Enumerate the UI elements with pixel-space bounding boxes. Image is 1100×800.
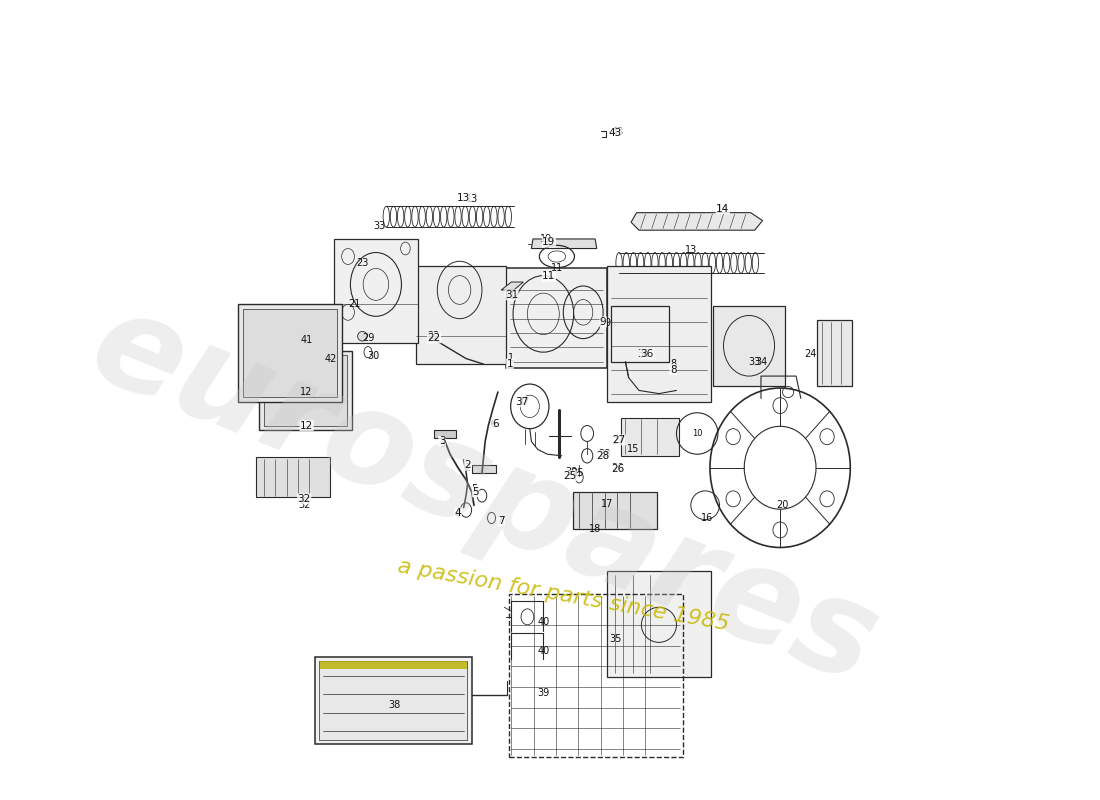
Polygon shape bbox=[531, 239, 597, 249]
Text: 5: 5 bbox=[472, 486, 478, 497]
Text: 13: 13 bbox=[456, 193, 470, 202]
Text: 25: 25 bbox=[563, 470, 576, 481]
Text: 7: 7 bbox=[496, 516, 503, 526]
Text: 1: 1 bbox=[506, 359, 514, 369]
Polygon shape bbox=[620, 418, 679, 456]
Polygon shape bbox=[319, 662, 466, 740]
Text: 8: 8 bbox=[670, 359, 676, 369]
Ellipse shape bbox=[358, 331, 367, 341]
Text: 6: 6 bbox=[492, 419, 498, 429]
Text: 36: 36 bbox=[640, 349, 653, 358]
Text: 21: 21 bbox=[349, 299, 361, 310]
Text: 28: 28 bbox=[596, 451, 609, 461]
Text: 42: 42 bbox=[324, 354, 337, 363]
Text: 11: 11 bbox=[542, 271, 556, 282]
Text: 32: 32 bbox=[298, 494, 311, 504]
Text: 14: 14 bbox=[716, 204, 729, 214]
Text: 19: 19 bbox=[540, 234, 552, 244]
Text: 24: 24 bbox=[804, 349, 816, 358]
Text: 12: 12 bbox=[300, 421, 313, 430]
Polygon shape bbox=[315, 657, 472, 744]
Text: 6: 6 bbox=[491, 419, 497, 429]
Text: 43: 43 bbox=[608, 128, 622, 138]
Text: 8: 8 bbox=[670, 365, 676, 374]
Text: 2: 2 bbox=[464, 462, 471, 473]
Text: 22: 22 bbox=[428, 333, 441, 343]
Text: 19: 19 bbox=[542, 237, 556, 247]
Polygon shape bbox=[607, 266, 711, 402]
Polygon shape bbox=[333, 239, 418, 342]
Polygon shape bbox=[238, 304, 342, 402]
Bar bbox=[509, 594, 683, 757]
Text: 17: 17 bbox=[601, 498, 614, 509]
Polygon shape bbox=[256, 458, 330, 498]
Polygon shape bbox=[612, 306, 669, 362]
Text: 29: 29 bbox=[362, 333, 374, 343]
Polygon shape bbox=[416, 266, 506, 364]
Text: 37: 37 bbox=[517, 397, 529, 406]
Text: a passion for parts since 1985: a passion for parts since 1985 bbox=[396, 556, 730, 634]
Text: 23: 23 bbox=[356, 258, 369, 268]
Text: 1: 1 bbox=[508, 353, 515, 362]
Text: 14: 14 bbox=[716, 204, 729, 214]
Text: 33: 33 bbox=[374, 222, 386, 231]
Text: 38: 38 bbox=[388, 699, 400, 710]
Text: 26: 26 bbox=[610, 464, 624, 474]
Text: 15: 15 bbox=[627, 445, 639, 454]
Text: 27: 27 bbox=[613, 435, 626, 445]
Text: 36: 36 bbox=[637, 349, 649, 358]
Text: 3: 3 bbox=[439, 437, 446, 446]
Text: 32: 32 bbox=[298, 500, 310, 510]
Text: 33: 33 bbox=[748, 357, 761, 366]
Text: 5: 5 bbox=[471, 484, 477, 494]
Text: 26: 26 bbox=[612, 462, 624, 473]
Text: 28: 28 bbox=[598, 450, 611, 459]
Text: 9: 9 bbox=[604, 318, 611, 328]
Text: 41: 41 bbox=[300, 335, 312, 346]
Polygon shape bbox=[502, 282, 524, 290]
Text: eurospares: eurospares bbox=[73, 281, 894, 711]
Text: 43: 43 bbox=[612, 127, 624, 137]
Text: 40: 40 bbox=[537, 646, 550, 656]
Polygon shape bbox=[264, 355, 348, 426]
Text: 3: 3 bbox=[439, 439, 446, 449]
Text: 11: 11 bbox=[551, 263, 563, 274]
Text: 12: 12 bbox=[300, 387, 312, 397]
Polygon shape bbox=[573, 492, 658, 529]
Text: 31: 31 bbox=[505, 290, 518, 300]
Text: 7: 7 bbox=[498, 516, 505, 526]
Text: 37: 37 bbox=[515, 397, 528, 406]
Text: 9: 9 bbox=[600, 317, 606, 327]
Text: 31: 31 bbox=[504, 291, 516, 302]
Bar bbox=[320, 662, 466, 669]
Text: 2: 2 bbox=[464, 460, 471, 470]
Polygon shape bbox=[472, 466, 495, 474]
Text: 40: 40 bbox=[537, 617, 550, 626]
Text: 39: 39 bbox=[537, 688, 550, 698]
Text: 13: 13 bbox=[684, 245, 697, 255]
Polygon shape bbox=[434, 430, 455, 438]
Text: 4: 4 bbox=[455, 510, 461, 520]
Text: 13: 13 bbox=[465, 194, 477, 204]
Text: 4: 4 bbox=[454, 508, 461, 518]
Text: 39: 39 bbox=[565, 466, 578, 477]
Text: 25: 25 bbox=[571, 468, 584, 478]
Text: 30: 30 bbox=[367, 351, 380, 361]
Text: 35: 35 bbox=[609, 634, 622, 644]
Text: 10: 10 bbox=[692, 429, 703, 438]
Polygon shape bbox=[506, 269, 607, 368]
Text: 22: 22 bbox=[427, 331, 440, 342]
Text: 18: 18 bbox=[588, 524, 602, 534]
Text: 20: 20 bbox=[777, 500, 789, 510]
Text: 27: 27 bbox=[612, 437, 624, 446]
Polygon shape bbox=[258, 350, 352, 430]
Polygon shape bbox=[713, 306, 785, 386]
Polygon shape bbox=[607, 571, 711, 678]
Text: 34: 34 bbox=[755, 357, 767, 366]
Polygon shape bbox=[631, 213, 762, 230]
Polygon shape bbox=[817, 320, 851, 386]
Polygon shape bbox=[243, 309, 337, 397]
Text: 16: 16 bbox=[701, 513, 713, 523]
